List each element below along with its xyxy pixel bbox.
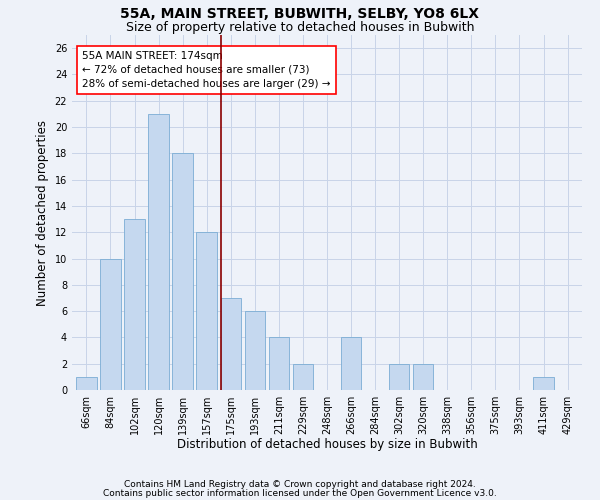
Text: Size of property relative to detached houses in Bubwith: Size of property relative to detached ho… xyxy=(126,21,474,34)
Text: 55A MAIN STREET: 174sqm
← 72% of detached houses are smaller (73)
28% of semi-de: 55A MAIN STREET: 174sqm ← 72% of detache… xyxy=(82,51,331,89)
Bar xyxy=(148,114,169,390)
Bar xyxy=(293,364,313,390)
Bar xyxy=(269,338,289,390)
X-axis label: Distribution of detached houses by size in Bubwith: Distribution of detached houses by size … xyxy=(176,438,478,452)
Bar xyxy=(172,154,193,390)
Bar xyxy=(221,298,241,390)
Bar xyxy=(124,219,145,390)
Text: Contains public sector information licensed under the Open Government Licence v3: Contains public sector information licen… xyxy=(103,488,497,498)
Bar xyxy=(100,258,121,390)
Text: 55A, MAIN STREET, BUBWITH, SELBY, YO8 6LX: 55A, MAIN STREET, BUBWITH, SELBY, YO8 6L… xyxy=(121,8,479,22)
Bar xyxy=(245,311,265,390)
Text: Contains HM Land Registry data © Crown copyright and database right 2024.: Contains HM Land Registry data © Crown c… xyxy=(124,480,476,489)
Bar xyxy=(196,232,217,390)
Bar xyxy=(341,338,361,390)
Bar xyxy=(76,377,97,390)
Y-axis label: Number of detached properties: Number of detached properties xyxy=(36,120,49,306)
Bar xyxy=(413,364,433,390)
Bar xyxy=(389,364,409,390)
Bar xyxy=(533,377,554,390)
